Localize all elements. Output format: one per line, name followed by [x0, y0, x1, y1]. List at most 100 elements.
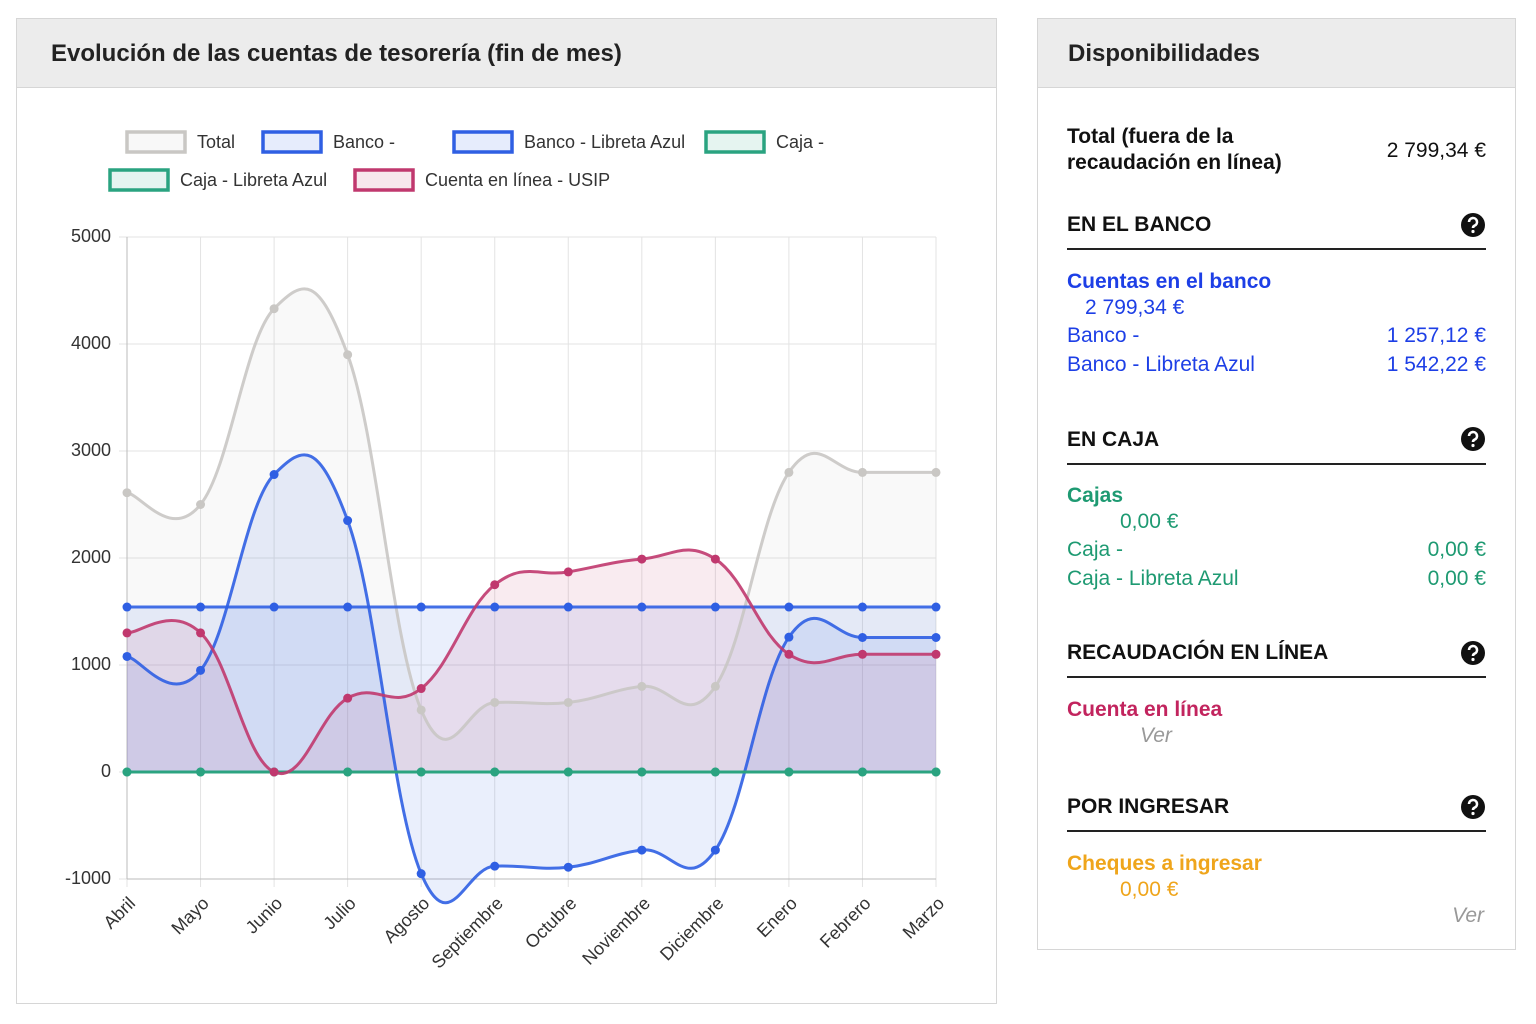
- data-point: [196, 602, 206, 612]
- data-point: [416, 602, 426, 612]
- data-point: [122, 488, 132, 498]
- area-fill: [127, 288, 936, 772]
- view-link[interactable]: Ver: [1140, 724, 1172, 747]
- data-point: [784, 649, 794, 659]
- legend-swatch: [704, 130, 766, 154]
- total-label: Total (fuera de la recaudación en línea): [1067, 125, 1282, 174]
- group-title: Cuentas en el banco: [1067, 270, 1272, 293]
- data-point: [710, 681, 720, 691]
- data-point: [563, 567, 573, 577]
- data-point: [931, 633, 941, 643]
- data-point: [343, 516, 353, 526]
- data-point: [196, 628, 206, 638]
- y-tick-label: 2000: [71, 547, 111, 567]
- section-rule: [1067, 463, 1486, 465]
- y-tick-label: 3000: [71, 440, 111, 460]
- data-point: [710, 602, 720, 612]
- data-point: [637, 681, 647, 691]
- data-point: [269, 602, 279, 612]
- y-tick-label: 1000: [71, 654, 111, 674]
- data-point: [269, 767, 279, 777]
- section-heading: POR INGRESAR: [1067, 795, 1230, 818]
- x-tick-label: Agosto: [380, 893, 434, 947]
- x-tick-label: Mayo: [167, 893, 212, 938]
- group-title: Cajas: [1067, 484, 1124, 507]
- data-point: [490, 697, 500, 707]
- legend-label: Total: [197, 132, 235, 152]
- data-point: [416, 705, 426, 715]
- data-point: [269, 304, 279, 314]
- total-value: 2 799,34 €: [1386, 139, 1486, 162]
- y-tick-label: -1000: [65, 868, 111, 888]
- item-value: 0,00 €: [1427, 567, 1486, 590]
- x-tick-label: Noviembre: [578, 893, 654, 969]
- data-point: [122, 767, 132, 777]
- item-label[interactable]: Banco -: [1067, 324, 1140, 347]
- data-point: [416, 869, 426, 879]
- data-point: [196, 500, 206, 509]
- item-label[interactable]: Banco - Libreta Azul: [1067, 353, 1255, 376]
- x-tick-label: Marzo: [899, 893, 949, 943]
- legend-swatch: [353, 168, 415, 192]
- chart: -1000 0 1000 2000 3000 4000 5000 Abril Mayo Junio…: [65, 130, 949, 972]
- card-header: Evolución de las cuentas de tesorería (f…: [17, 19, 996, 88]
- view-link[interactable]: Ver: [1452, 904, 1484, 927]
- item-label[interactable]: Caja - Libreta Azul: [1067, 567, 1239, 590]
- data-point: [784, 602, 794, 612]
- data-point: [637, 602, 647, 612]
- help-icon[interactable]: [1460, 794, 1486, 820]
- help-icon[interactable]: [1460, 640, 1486, 666]
- data-point: [637, 845, 647, 855]
- data-point: [857, 633, 867, 643]
- section-rule: [1067, 248, 1486, 250]
- data-point: [196, 665, 206, 675]
- chart-title: Evolución de las cuentas de tesorería (f…: [51, 40, 622, 67]
- y-tick-label: 5000: [71, 226, 111, 246]
- section-rule: [1067, 830, 1486, 832]
- x-tick-label: Octubre: [521, 893, 580, 952]
- legend-label: Banco -: [333, 132, 395, 152]
- legend-swatch: [108, 168, 170, 192]
- item-label[interactable]: Caja -: [1067, 538, 1124, 561]
- data-point: [710, 554, 720, 564]
- x-tick-label: Abril: [100, 893, 140, 933]
- x-tick-label: Febrero: [816, 893, 875, 952]
- data-point: [784, 467, 794, 477]
- data-point: [857, 602, 867, 612]
- data-point: [931, 649, 941, 659]
- data-point: [416, 767, 426, 777]
- x-tick-label: Junio: [242, 893, 287, 938]
- data-point: [490, 602, 500, 612]
- data-point: [563, 697, 573, 707]
- help-icon[interactable]: [1460, 426, 1486, 452]
- data-point: [784, 767, 794, 777]
- data-point: [784, 632, 794, 642]
- data-point: [490, 861, 500, 871]
- data-point: [637, 767, 647, 777]
- data-point: [416, 684, 426, 694]
- data-point: [269, 470, 279, 480]
- legend-label: Caja - Libreta Azul: [180, 170, 327, 190]
- card-header: Disponibilidades: [1038, 19, 1515, 88]
- data-point: [196, 767, 206, 777]
- data-point: [343, 767, 353, 777]
- area-fill: [127, 454, 936, 903]
- data-point: [857, 467, 867, 477]
- legend-swatch: [261, 130, 323, 154]
- data-point: [710, 845, 720, 855]
- data-point: [563, 602, 573, 612]
- legend-label: Caja -: [776, 132, 824, 152]
- section-rule: [1067, 676, 1486, 678]
- panel-title: Disponibilidades: [1068, 40, 1261, 67]
- group-total: 0,00 €: [1120, 510, 1179, 533]
- data-point: [637, 554, 647, 564]
- data-point: [122, 602, 132, 612]
- data-point: [931, 602, 941, 612]
- item-value: 0,00 €: [1427, 538, 1486, 561]
- x-tick-label: Julio: [319, 893, 359, 933]
- help-icon[interactable]: [1460, 212, 1486, 238]
- data-point: [931, 767, 941, 777]
- section-heading: EN CAJA: [1067, 428, 1160, 451]
- data-point: [563, 767, 573, 777]
